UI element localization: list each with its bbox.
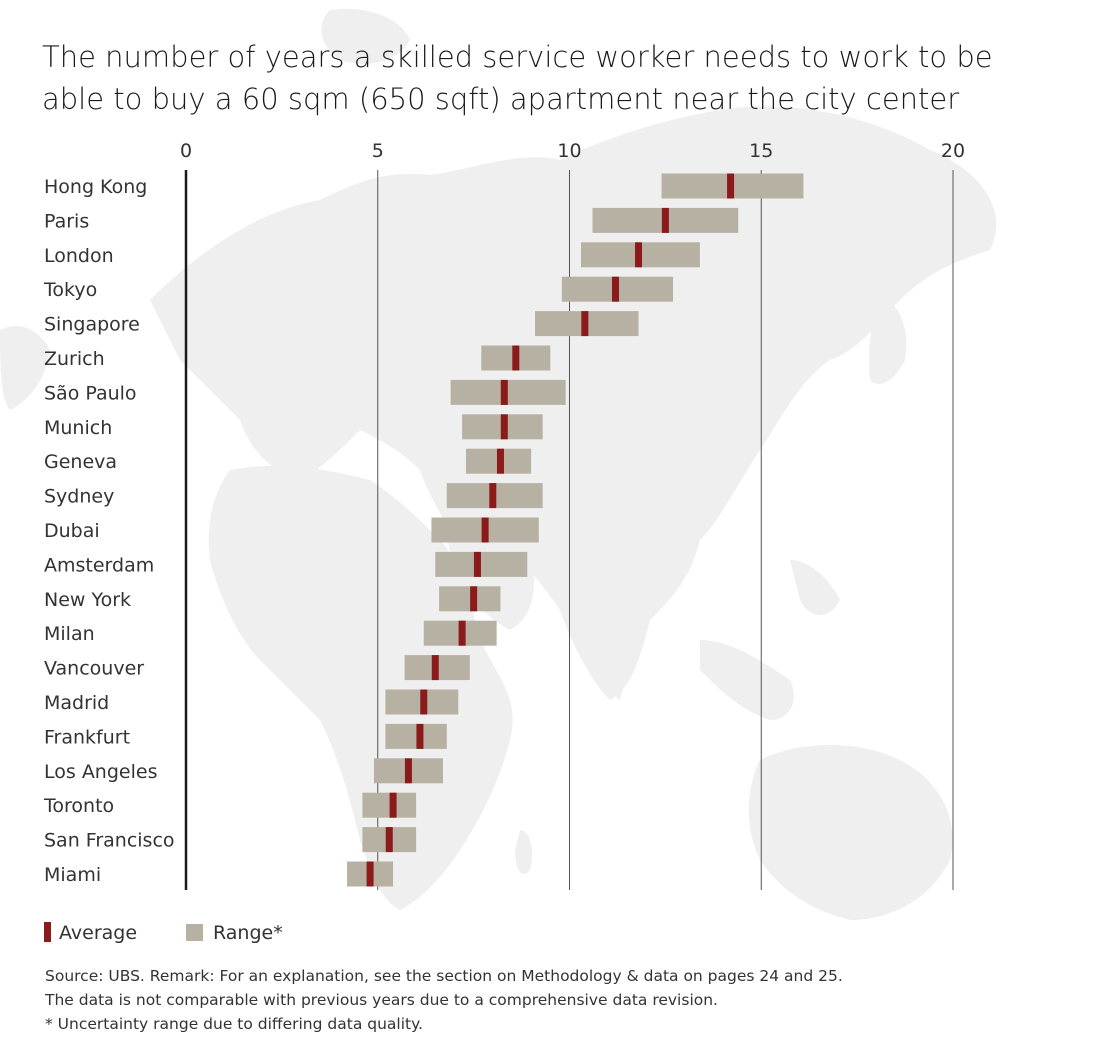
category-label-dubai: Dubai: [44, 520, 100, 542]
average-marker-amsterdam: [473, 551, 481, 577]
footnote-revision: The data is not comparable with previous…: [45, 991, 718, 1009]
average-marker-london: [635, 242, 643, 268]
x-tick-label-0: 0: [180, 140, 192, 162]
range-bar-amsterdam: [435, 551, 528, 577]
category-label-paris: Paris: [44, 210, 89, 232]
category-labels: Hong Kong Paris London Tokyo Singapore Zurich…: [43, 176, 175, 886]
average-marker-san-francisco: [385, 827, 393, 853]
average-marker-s-o-paulo: [500, 379, 508, 405]
average-marker-miami: [366, 861, 374, 887]
average-marker-munich: [500, 414, 508, 440]
average-marker-tokyo: [612, 276, 620, 302]
x-tick-label-20: 20: [941, 140, 965, 162]
x-tick-label-15: 15: [749, 140, 773, 162]
range-bars: [347, 173, 804, 887]
category-label-madrid: Madrid: [44, 692, 109, 714]
category-label-toronto: Toronto: [43, 795, 114, 817]
x-tick-labels: 0 5 10 15 20: [180, 140, 965, 162]
category-label-new-york: New York: [44, 589, 131, 611]
average-marker-zurich: [512, 345, 520, 371]
category-label-s-o-paulo: São Paulo: [44, 382, 137, 404]
category-label-geneva: Geneva: [44, 451, 117, 473]
range-bar-new-york: [439, 586, 501, 612]
average-marker-paris: [661, 207, 669, 233]
legend-average: Average: [44, 918, 137, 948]
legend-range: Range*: [186, 918, 283, 948]
category-label-tokyo: Tokyo: [43, 279, 97, 301]
average-marker-singapore: [581, 311, 589, 337]
average-markers: [366, 173, 735, 887]
average-marker-los-angeles: [404, 758, 412, 784]
legend-range-swatch: [186, 924, 203, 941]
average-marker-hong-kong: [727, 173, 735, 199]
legend-range-label: Range*: [213, 922, 283, 944]
category-label-frankfurt: Frankfurt: [44, 726, 130, 748]
title-line-1: The number of years a skilled service wo…: [42, 40, 993, 74]
category-label-singapore: Singapore: [44, 314, 140, 336]
x-tick-label-10: 10: [557, 140, 581, 162]
range-chart: 0 5 10 15 20 Hong Kong Paris London Tokyo Singap…: [43, 140, 965, 890]
range-bar-s-o-paulo: [450, 379, 566, 405]
category-label-hong-kong: Hong Kong: [44, 176, 147, 198]
average-marker-milan: [458, 620, 466, 646]
title-line-2: able to buy a 60 sqm (650 sqft) apartmen…: [42, 82, 960, 116]
legend-average-label: Average: [59, 922, 138, 944]
category-label-vancouver: Vancouver: [44, 658, 144, 680]
range-bar-toronto: [362, 792, 417, 818]
category-label-london: London: [44, 245, 114, 267]
legend-average-swatch: [44, 922, 51, 942]
average-marker-new-york: [470, 586, 478, 612]
range-bar-frankfurt: [385, 723, 447, 749]
footnote-uncertainty: * Uncertainty range due to differing dat…: [45, 1015, 423, 1033]
average-marker-frankfurt: [416, 723, 424, 749]
average-marker-sydney: [489, 483, 497, 509]
category-label-san-francisco: San Francisco: [44, 830, 175, 852]
category-label-milan: Milan: [44, 623, 95, 645]
average-marker-geneva: [496, 448, 504, 474]
average-marker-vancouver: [431, 655, 439, 681]
footnotes: Source: UBS. Remark: For an explanation,…: [45, 964, 843, 1036]
average-marker-madrid: [420, 689, 428, 715]
category-label-los-angeles: Los Angeles: [44, 761, 157, 783]
category-label-miami: Miami: [44, 864, 101, 886]
category-label-sydney: Sydney: [44, 486, 114, 508]
category-label-munich: Munich: [44, 417, 112, 439]
category-label-amsterdam: Amsterdam: [44, 554, 154, 576]
footnote-source: Source: UBS. Remark: For an explanation,…: [45, 967, 843, 985]
category-label-zurich: Zurich: [44, 348, 105, 370]
average-marker-toronto: [389, 792, 397, 818]
chart-title: The number of years a skilled service wo…: [42, 36, 1042, 120]
x-tick-label-5: 5: [372, 140, 384, 162]
average-marker-dubai: [481, 517, 489, 543]
